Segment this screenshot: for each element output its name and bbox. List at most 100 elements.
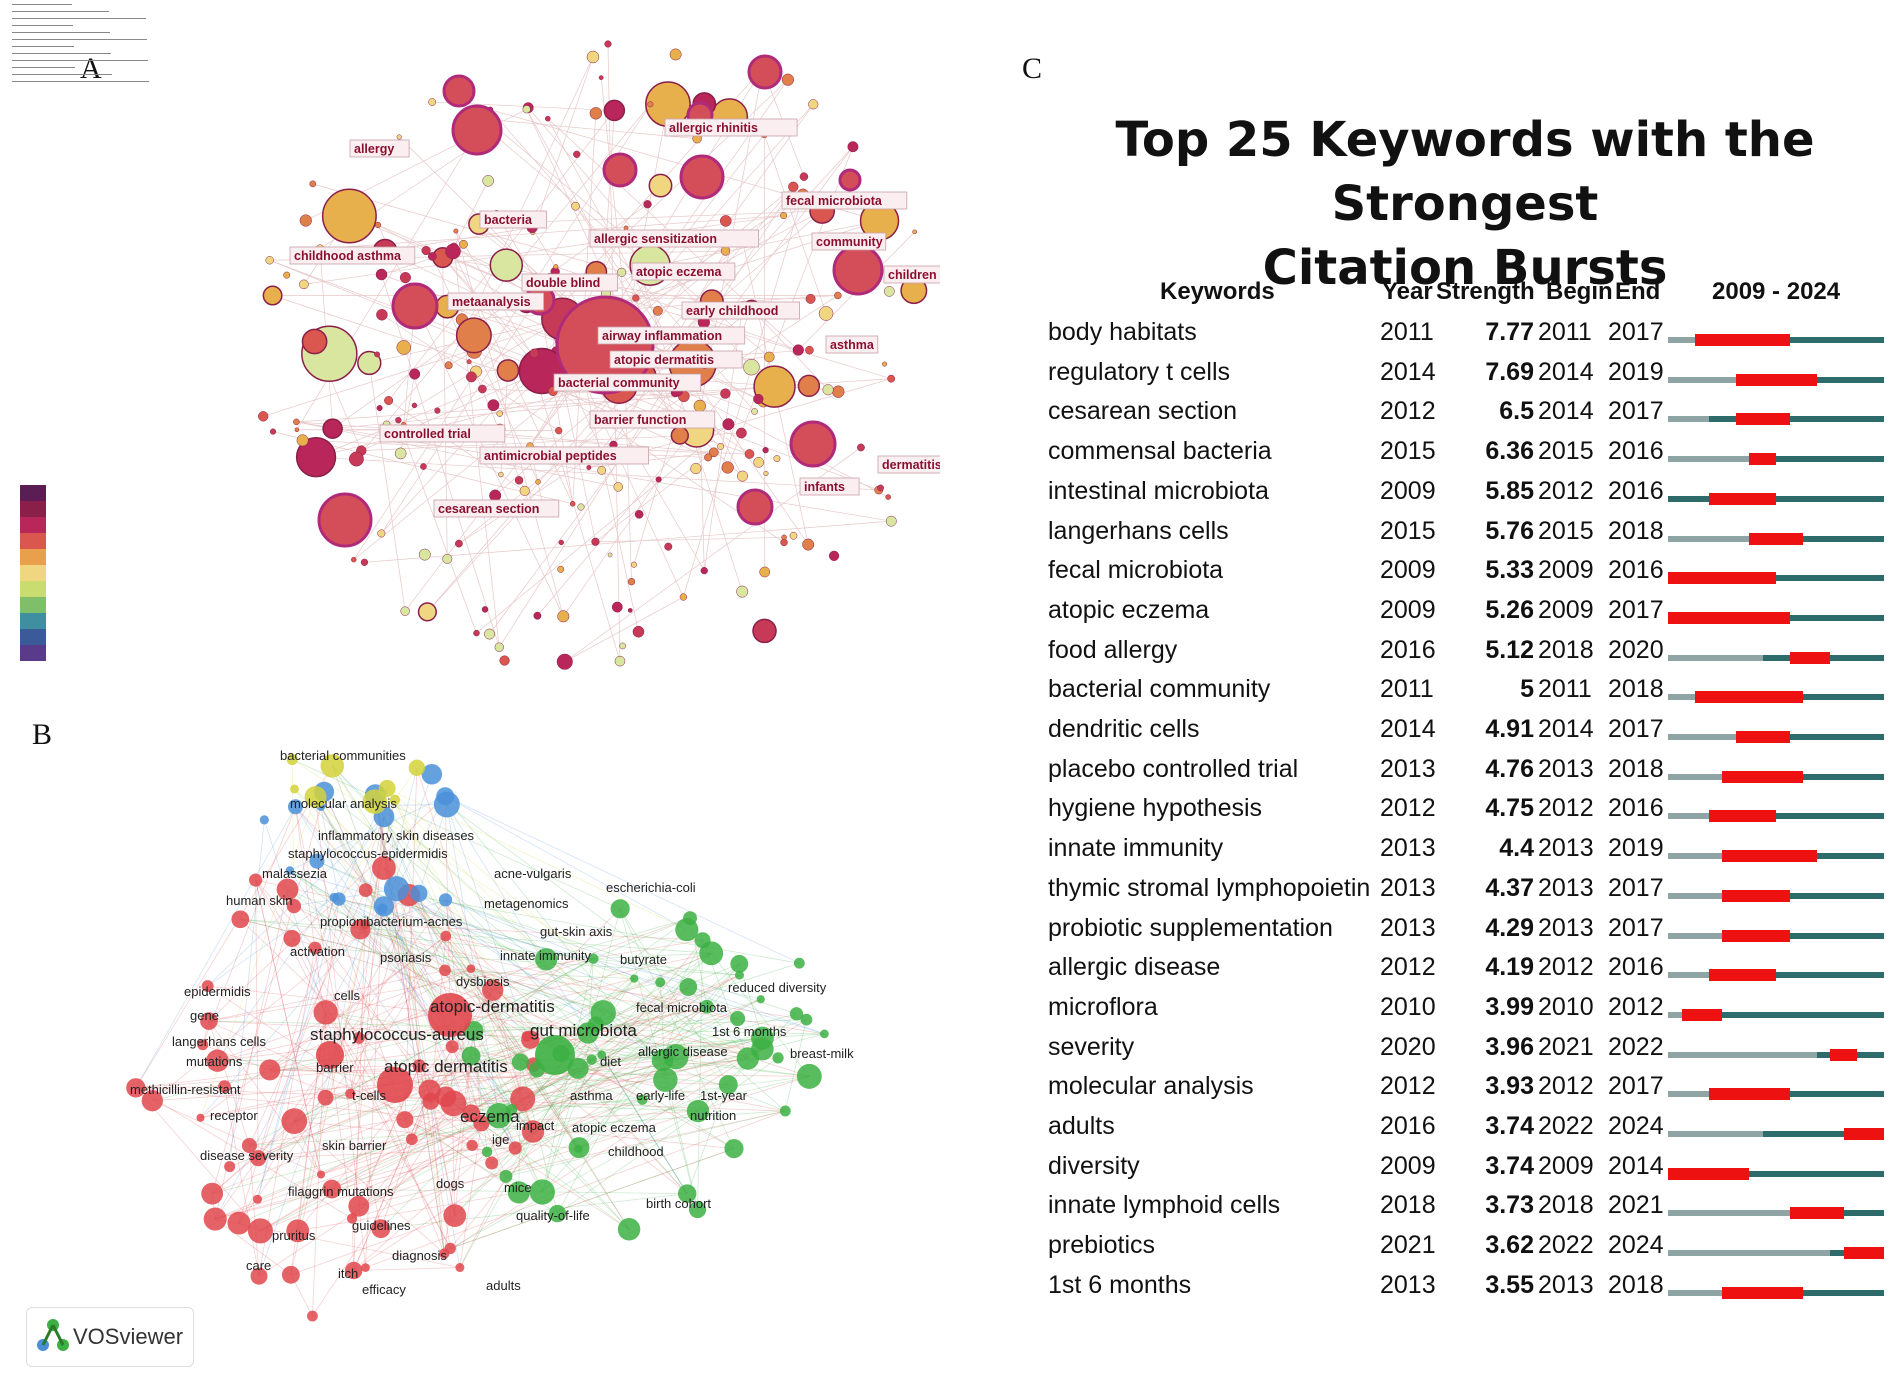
vos-label: 1st 6 months [712, 1024, 787, 1039]
vos-node [348, 1195, 370, 1217]
burst-active-segment [1708, 416, 1884, 423]
burst-year: 2012 [1380, 1072, 1436, 1101]
vos-link [338, 898, 677, 1058]
network-node [309, 180, 317, 188]
vos-node [309, 853, 325, 869]
vos-label: filaggrin mutations [288, 1184, 394, 1199]
burst-strength: 3.74 [1485, 1112, 1534, 1140]
vos-hub-node [428, 993, 472, 1037]
burst-year: 2013 [1380, 873, 1436, 902]
vos-link [577, 1067, 729, 1086]
vos-node [779, 1105, 791, 1117]
header-line [12, 4, 72, 11]
burst-active-segment [1722, 1289, 1884, 1296]
vos-link [297, 1191, 519, 1232]
network-label: allergic sensitization [589, 229, 760, 248]
network-node [597, 466, 607, 475]
vos-node [679, 978, 698, 996]
header-year: Year [1382, 278, 1433, 305]
burst-red-segment [1722, 929, 1790, 942]
vos-label: inflammatory skin diseases [318, 828, 475, 843]
vos-link [135, 1087, 735, 1150]
vos-link [257, 1059, 592, 1200]
vos-node [346, 1213, 358, 1224]
network-node [586, 50, 600, 64]
vos-node [320, 754, 345, 778]
vos-link [445, 969, 635, 980]
burst-begin: 2009 [1538, 595, 1594, 624]
burst-red-segment [1668, 572, 1776, 585]
vos-link [331, 765, 385, 907]
legend-swatch [20, 501, 46, 517]
vos-link [358, 1122, 482, 1207]
vosviewer-network: bacterial communities molecular analysis i… [126, 748, 854, 1322]
network-link [368, 362, 406, 612]
network-node [299, 279, 309, 290]
vos-link [560, 1037, 763, 1054]
network-node [375, 268, 388, 281]
vos-link [320, 1037, 763, 1175]
network-node [802, 538, 815, 551]
vos-node [287, 799, 303, 815]
vos-link [591, 953, 712, 1060]
vos-link [215, 1056, 677, 1220]
network-label: controlled trial [379, 424, 506, 443]
vos-link [515, 963, 740, 1149]
burst-end: 2017 [1608, 913, 1664, 942]
burst-year: 2012 [1380, 953, 1436, 982]
burst-begin: 2013 [1538, 873, 1594, 902]
vos-node [597, 1050, 607, 1060]
vos-link [260, 1145, 473, 1232]
network-node [670, 426, 689, 445]
burst-red-segment [1843, 1128, 1884, 1140]
vos-link [257, 816, 385, 1159]
vos-link [408, 894, 534, 1066]
network-label: infants [799, 477, 860, 496]
burst-year: 2009 [1380, 556, 1436, 585]
burst-begin: 2012 [1538, 953, 1594, 982]
burst-year: 2012 [1380, 794, 1436, 823]
vos-node [485, 1156, 499, 1170]
burst-strength: 5 [1520, 675, 1534, 704]
burst-strength: 7.77 [1485, 318, 1534, 346]
vos-node [250, 1267, 268, 1285]
network-link [461, 295, 838, 320]
network-node [374, 351, 381, 358]
vos-node [699, 999, 714, 1014]
burst-active-segment [1668, 575, 1884, 582]
burst-inactive-segment [1668, 1250, 1830, 1257]
burst-row: hygiene hypothesis 2012 4.75 2012 2016 [1040, 790, 1900, 830]
vos-link [152, 981, 661, 1102]
network-node [789, 531, 798, 540]
vos-link [459, 1123, 482, 1268]
vos-label: malassezia [262, 866, 328, 881]
burst-red-segment [1708, 969, 1776, 982]
burst-inactive-segment [1668, 535, 1749, 542]
timeline-color-legend [20, 485, 46, 661]
vos-node [438, 893, 453, 907]
burst-inactive-segment [1668, 1210, 1790, 1217]
network-label-text: fecal microbiota [786, 194, 883, 208]
vos-link [211, 974, 740, 1195]
network-node [569, 501, 576, 507]
vos-node [281, 1265, 300, 1284]
network-node [556, 653, 573, 670]
vos-link [383, 867, 677, 1058]
vos-node [586, 1054, 597, 1065]
vos-node [610, 899, 630, 919]
vos-link [338, 898, 547, 960]
network-label-text: dermatitis [882, 458, 940, 472]
burst-end: 2018 [1608, 1270, 1664, 1299]
vos-link [710, 953, 810, 1077]
vos-label: atopic eczema [572, 1120, 657, 1135]
vos-label: allergic disease [638, 1044, 728, 1059]
network-node [494, 642, 504, 652]
vos-link [249, 1145, 260, 1277]
network-node [627, 608, 633, 613]
burst-inactive-segment [1668, 972, 1709, 979]
burst-inactive-segment [1668, 892, 1722, 899]
vos-link [351, 1103, 454, 1219]
vos-link [445, 795, 687, 931]
vos-link [207, 985, 520, 1193]
header-line [12, 11, 109, 18]
